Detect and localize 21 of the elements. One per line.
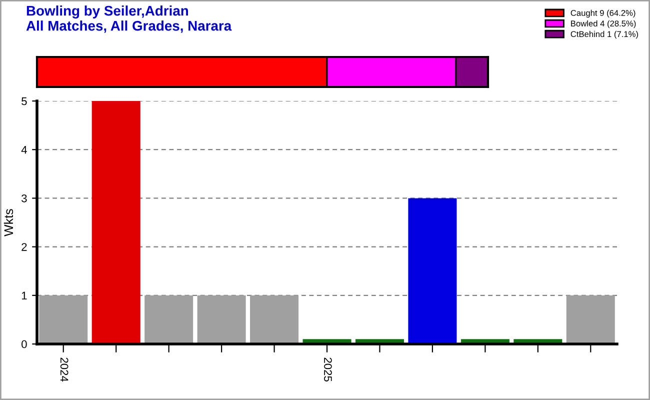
x-tick-label: 2025	[324, 358, 332, 382]
y-tick-label: 0	[22, 340, 27, 348]
chart-subtitle: All Matches, All Grades, Narara	[26, 20, 232, 33]
bar	[144, 295, 194, 344]
bar	[408, 198, 457, 344]
bar	[566, 295, 615, 344]
legend-label: CtBehind 1 (7.1%)	[570, 30, 638, 39]
bar	[39, 295, 88, 344]
y-tick-label: 1	[22, 292, 27, 300]
legend-label: Bowled 4 (28.5%)	[571, 20, 636, 28]
legend-label: Caught 9 (64.2%)	[570, 10, 636, 18]
x-tick-label: 2024	[60, 358, 68, 382]
y-tick-label: 2	[22, 243, 27, 251]
bar	[250, 295, 299, 344]
y-axis-title: Wkts	[4, 209, 14, 236]
bar	[92, 101, 140, 344]
y-tick-label: 5	[22, 97, 27, 106]
y-tick-label: 4	[21, 146, 27, 154]
y-tick-label: 3	[22, 194, 27, 202]
chart-title: Bowling by Seiler,Adrian	[26, 5, 188, 19]
bar	[197, 295, 246, 344]
